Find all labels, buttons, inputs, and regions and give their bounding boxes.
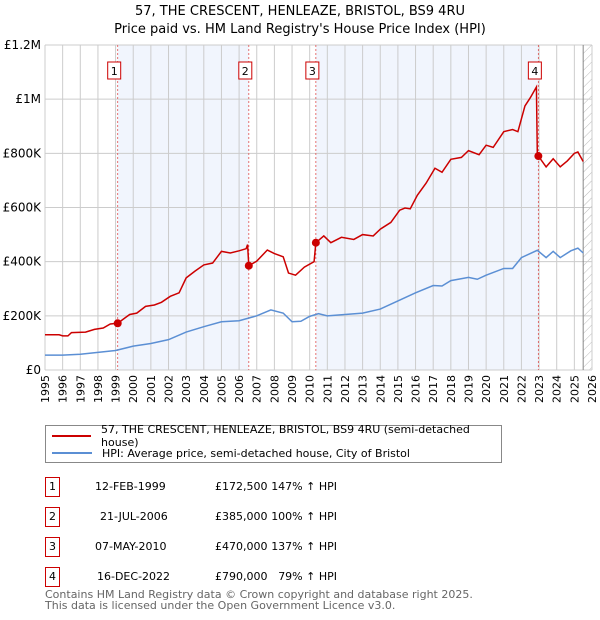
y-tick-label: £1.2M [4, 38, 41, 52]
x-tick-label: 1999 [110, 375, 123, 403]
chart-subtitle: Price paid vs. HM Land Registry's House … [114, 22, 486, 37]
sale-hpi: 100% ↑ HPI [271, 510, 337, 523]
sale-label: 3 [309, 65, 316, 78]
sale-label-box [527, 61, 542, 80]
sale-date: 07-MAY-2010 [95, 540, 167, 553]
sale-marker: 2 [45, 507, 60, 527]
x-tick-label: 2001 [145, 375, 158, 403]
x-tick-label: 2011 [321, 375, 334, 403]
x-tick-label: 2017 [427, 375, 440, 403]
sale-point [113, 319, 122, 328]
sale-marker: 4 [45, 567, 60, 587]
x-tick-label: 2000 [127, 375, 140, 403]
sale-point [244, 261, 253, 270]
x-tick-label: 2024 [551, 375, 564, 403]
sale-hpi: 79% ↑ HPI [278, 570, 337, 583]
sale-label: 2 [242, 65, 249, 78]
x-tick-label: 2020 [480, 375, 493, 403]
sale-label-box [238, 61, 253, 80]
x-tick-label: 2012 [339, 375, 352, 403]
sale-label-box [305, 61, 320, 80]
y-tick-label: £800K [3, 146, 43, 160]
x-tick-label: 2022 [515, 375, 528, 403]
sale-date: 21-JUL-2006 [100, 510, 168, 523]
sale-price: £385,000 [215, 510, 268, 523]
sale-row: 2 21-JUL-2006 £385,000 100% ↑ HPI [45, 507, 500, 527]
sale-label: 1 [111, 65, 118, 78]
series-line [45, 84, 584, 337]
sale-hpi: 147% ↑ HPI [271, 480, 337, 493]
sale-point [534, 152, 543, 161]
x-tick-label: 2019 [462, 375, 475, 403]
sale-price: £790,000 [215, 570, 268, 583]
x-tick-label: 2015 [392, 375, 405, 403]
x-tick-label: 2009 [286, 375, 299, 403]
sale-label-box [107, 61, 122, 80]
x-tick-label: 1996 [57, 375, 70, 403]
sale-price: £172,500 [215, 480, 268, 493]
y-tick-label: £200K [3, 309, 43, 323]
x-tick-label: 2004 [198, 375, 211, 403]
x-tick-label: 1995 [39, 375, 52, 403]
sale-row: 1 12-FEB-1999 £172,500 147% ↑ HPI [45, 477, 500, 497]
x-tick-label: 2025 [568, 375, 581, 403]
x-tick-label: 2013 [357, 375, 370, 403]
sale-date: 12-FEB-1999 [95, 480, 166, 493]
y-tick-label: £0 [26, 363, 41, 377]
x-tick-label: 2007 [251, 375, 264, 403]
sale-row: 4 16-DEC-2022 £790,000 79% ↑ HPI [45, 567, 500, 587]
footer: Contains HM Land Registry data © Crown c… [45, 589, 473, 611]
legend-item-property: 57, THE CRESCENT, HENLEAZE, BRISTOL, BS9… [46, 423, 501, 449]
legend-swatch [52, 452, 92, 454]
legend-label: 57, THE CRESCENT, HENLEAZE, BRISTOL, BS9… [101, 423, 470, 449]
footer-line: Contains HM Land Registry data © Crown c… [45, 588, 473, 601]
x-tick-label: 2021 [498, 375, 511, 403]
sale-marker: 1 [45, 477, 60, 497]
sale-hpi: 137% ↑ HPI [271, 540, 337, 553]
sale-marker: 3 [45, 537, 60, 557]
x-tick-label: 2006 [233, 375, 246, 403]
sale-label: 4 [531, 65, 538, 78]
legend-swatch [52, 435, 92, 437]
chart: 1995 1996 1997 1998 1999 2000 2001 2002 2003 2004… [3, 38, 599, 403]
x-tick-label: 2005 [215, 375, 228, 403]
y-tick-label: £400K [3, 255, 43, 269]
sale-date: 16-DEC-2022 [97, 570, 171, 583]
x-tick-label: 2010 [304, 375, 317, 403]
chart-title: 57, THE CRESCENT, HENLEAZE, BRISTOL, BS9… [135, 4, 465, 19]
x-tick-label: 1998 [92, 375, 105, 403]
x-tick-label: 2016 [410, 375, 423, 403]
sale-row: 3 07-MAY-2010 £470,000 137% ↑ HPI [45, 537, 500, 557]
y-tick-label: £1M [15, 92, 41, 106]
x-tick-label: 2026 [586, 375, 599, 403]
x-tick-label: 2002 [163, 375, 176, 403]
legend: 57, THE CRESCENT, HENLEAZE, BRISTOL, BS9… [45, 423, 502, 463]
x-tick-label: 2023 [533, 375, 546, 403]
series-line [45, 247, 584, 356]
x-tick-label: 1997 [74, 375, 87, 403]
x-tick-label: 2008 [268, 375, 281, 403]
legend-label: HPI: Average price, semi-detached house,… [102, 446, 410, 460]
footer-line: This data is licensed under the Open Gov… [45, 599, 396, 612]
sale-price: £470,000 [215, 540, 268, 553]
sale-point [311, 238, 320, 247]
x-tick-label: 2014 [374, 375, 387, 403]
x-tick-label: 2003 [180, 375, 193, 403]
x-tick-label: 2018 [445, 375, 458, 403]
legend-item-hpi: HPI: Average price, semi-detached house,… [46, 445, 410, 461]
y-tick-label: £600K [3, 201, 43, 215]
